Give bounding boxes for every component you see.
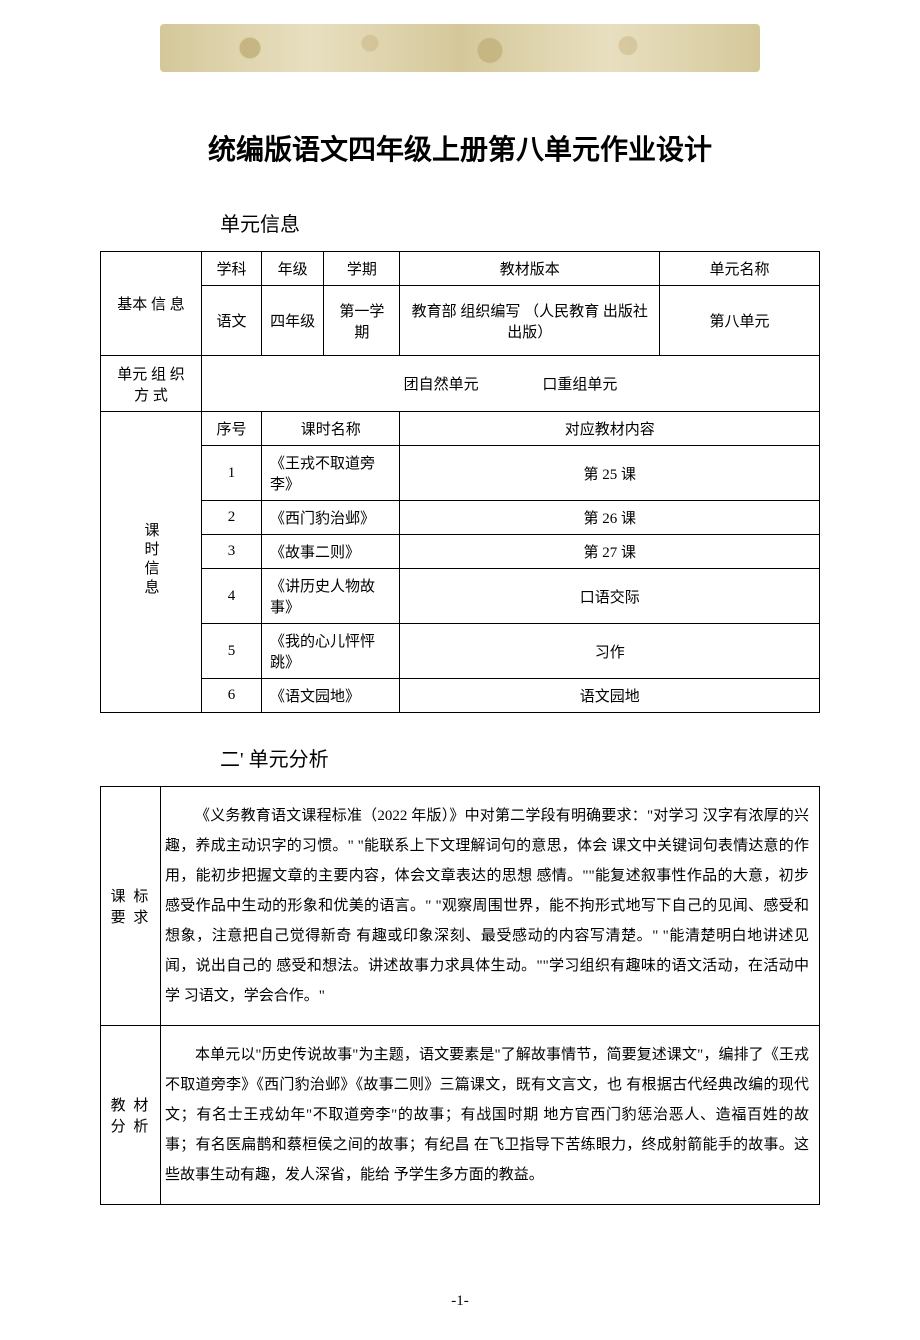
header-term: 学期	[324, 252, 400, 286]
lesson-row: 2 《西门豹治邺》 第 26 课	[101, 501, 820, 535]
lesson-content: 习作	[400, 624, 820, 679]
unit-info-table: 基本 信 息 学科 年级 学期 教材版本 单元名称 语文 四年级 第一学期 教育…	[100, 251, 820, 713]
lesson-name: 《语文园地》	[262, 679, 400, 713]
basic-info-label: 基本 信 息	[101, 252, 202, 356]
lesson-seq: 5	[202, 624, 262, 679]
analysis-body-material: 本单元以"历史传说故事"为主题，语文要素是"了解故事情节，简要复述课文"，编排了…	[165, 1040, 809, 1190]
lesson-row: 1 《王戎不取道旁李》 第 25 课	[101, 446, 820, 501]
lesson-name: 《王戎不取道旁李》	[262, 446, 400, 501]
analysis-body-cell: 《义务教育语文课程标准（2022 年版）》中对第二学段有明确要求："对学习 汉字…	[161, 787, 820, 1026]
analysis-row: 教 材 分 析 本单元以"历史传说故事"为主题，语文要素是"了解故事情节，简要复…	[101, 1026, 820, 1205]
info-header-row: 基本 信 息 学科 年级 学期 教材版本 单元名称	[101, 252, 820, 286]
header-decoration	[160, 24, 760, 72]
lesson-name: 《西门豹治邺》	[262, 501, 400, 535]
lesson-seq: 2	[202, 501, 262, 535]
org-option-reorg: 口重组单元	[542, 373, 617, 394]
lessons-header-name: 课时名称	[262, 412, 400, 446]
analysis-body-standard: 《义务教育语文课程标准（2022 年版）》中对第二学段有明确要求："对学习 汉字…	[165, 801, 809, 1011]
value-textbook: 教育部 组织编写 （人民教育 出版社出版）	[400, 286, 660, 356]
lesson-row: 3 《故事二则》 第 27 课	[101, 535, 820, 569]
info-values-row: 语文 四年级 第一学期 教育部 组织编写 （人民教育 出版社出版） 第八单元	[101, 286, 820, 356]
org-options-cell: 团自然单元 口重组单元	[202, 356, 820, 412]
page-number: -1-	[0, 1293, 920, 1310]
header-textbook: 教材版本	[400, 252, 660, 286]
lesson-row: 6 《语文园地》 语文园地	[101, 679, 820, 713]
lesson-name: 《我的心儿怦怦跳》	[262, 624, 400, 679]
value-grade: 四年级	[262, 286, 324, 356]
header-grade: 年级	[262, 252, 324, 286]
value-term: 第一学期	[324, 286, 400, 356]
lesson-name: 《讲历史人物故事》	[262, 569, 400, 624]
lesson-row: 4 《讲历史人物故事》 口语交际	[101, 569, 820, 624]
page-title: 统编版语文四年级上册第八单元作业设计	[100, 128, 820, 168]
lessons-header-row: 课时信息 序号 课时名称 对应教材内容	[101, 412, 820, 446]
value-unit-name: 第八单元	[660, 286, 820, 356]
lesson-seq: 3	[202, 535, 262, 569]
lesson-content: 口语交际	[400, 569, 820, 624]
lesson-content: 第 27 课	[400, 535, 820, 569]
lesson-seq: 6	[202, 679, 262, 713]
unit-analysis-table: 课 标 要 求 《义务教育语文课程标准（2022 年版）》中对第二学段有明确要求…	[100, 786, 820, 1205]
header-subject: 学科	[202, 252, 262, 286]
section-1-label: 单元信息	[220, 208, 820, 237]
org-option-natural: 团自然单元	[404, 373, 479, 394]
org-row: 单元 组 织 方 式 团自然单元 口重组单元	[101, 356, 820, 412]
lessons-header-content: 对应教材内容	[400, 412, 820, 446]
page-content: 统编版语文四年级上册第八单元作业设计 单元信息 基本 信 息 学科 年级 学期 …	[0, 128, 920, 1205]
analysis-label-standard: 课 标 要 求	[101, 787, 161, 1026]
analysis-row: 课 标 要 求 《义务教育语文课程标准（2022 年版）》中对第二学段有明确要求…	[101, 787, 820, 1026]
lesson-content: 语文园地	[400, 679, 820, 713]
section-2-label: 二' 单元分析	[220, 743, 820, 772]
lesson-content: 第 25 课	[400, 446, 820, 501]
lessons-header-seq: 序号	[202, 412, 262, 446]
analysis-label-material: 教 材 分 析	[101, 1026, 161, 1205]
lesson-content: 第 26 课	[400, 501, 820, 535]
lesson-row: 5 《我的心儿怦怦跳》 习作	[101, 624, 820, 679]
analysis-body-cell: 本单元以"历史传说故事"为主题，语文要素是"了解故事情节，简要复述课文"，编排了…	[161, 1026, 820, 1205]
lesson-seq: 4	[202, 569, 262, 624]
lessons-label: 课时信息	[101, 412, 202, 713]
value-subject: 语文	[202, 286, 262, 356]
lesson-name: 《故事二则》	[262, 535, 400, 569]
lesson-seq: 1	[202, 446, 262, 501]
org-label: 单元 组 织 方 式	[101, 356, 202, 412]
header-unit-name: 单元名称	[660, 252, 820, 286]
